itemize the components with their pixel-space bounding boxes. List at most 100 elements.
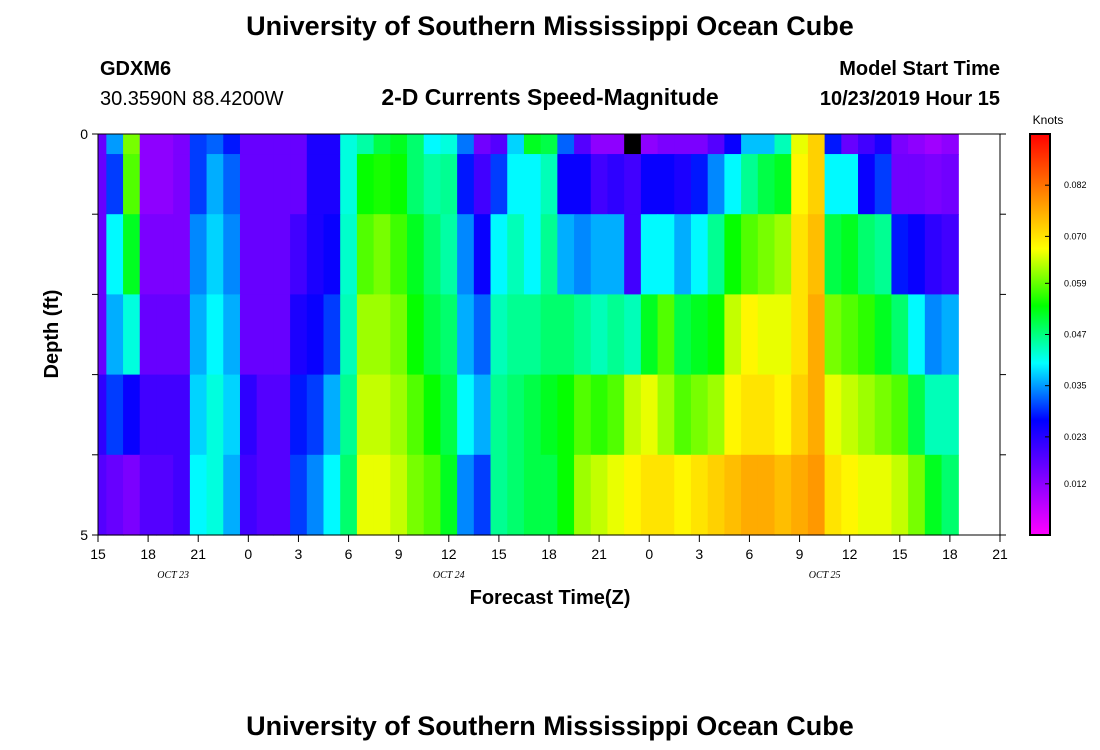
colorbar-tick-label: 0.012	[1064, 479, 1087, 489]
heatmap-cell	[908, 134, 926, 155]
heatmap-cell	[273, 154, 291, 215]
heatmap-cell	[123, 154, 141, 215]
heatmap-cell	[824, 294, 842, 376]
heatmap-cell	[473, 214, 492, 295]
heatmap-cell	[941, 154, 959, 215]
heatmap-cell	[473, 134, 492, 155]
heatmap-cell	[390, 454, 408, 536]
heatmap-cell	[707, 154, 725, 215]
heatmap-cell	[674, 214, 692, 295]
x-tick-label: 15	[892, 546, 908, 562]
heatmap-cell	[807, 154, 826, 215]
heatmap-cell	[724, 374, 742, 456]
heatmap-cell	[407, 154, 425, 215]
heatmap-cell	[290, 454, 308, 536]
heatmap-cell	[256, 374, 274, 456]
heatmap-cell	[590, 134, 609, 155]
heatmap-cell	[741, 154, 759, 215]
heatmap-cell	[323, 154, 341, 215]
heatmap-cell	[256, 294, 274, 376]
heatmap-cell	[690, 374, 709, 456]
heatmap-cell	[189, 294, 208, 376]
heatmap-cell	[924, 374, 943, 456]
heatmap-cell	[874, 154, 893, 215]
heatmap-cell	[590, 214, 609, 295]
heatmap-cell	[690, 214, 709, 295]
heatmap-cell	[123, 374, 141, 456]
heatmap-cell	[674, 134, 692, 155]
heatmap-cell	[858, 154, 876, 215]
heatmap-cell	[507, 214, 525, 295]
heatmap-cell	[457, 374, 475, 456]
heatmap-cell	[624, 294, 642, 376]
heatmap-cell	[640, 134, 659, 155]
heatmap-cell	[290, 374, 308, 456]
heatmap-cell	[223, 154, 241, 215]
colorbar-tick-label: 0.059	[1064, 278, 1087, 288]
heatmap-cell	[741, 294, 759, 376]
heatmap-cell	[98, 374, 107, 456]
heatmap-cell	[774, 154, 792, 215]
heatmap-cell	[156, 294, 174, 376]
heatmap-cell	[540, 454, 558, 536]
heatmap-cell	[206, 294, 224, 376]
heatmap-cell	[373, 454, 391, 536]
model-start-value: 10/23/2019 Hour 15	[820, 88, 1000, 110]
heatmap-cell	[791, 454, 809, 536]
heatmap-cell	[624, 214, 642, 295]
heatmap-cell	[624, 134, 642, 155]
heatmap-cell	[390, 214, 408, 295]
heatmap-cell	[423, 214, 442, 295]
heatmap-cell	[423, 454, 442, 536]
heatmap-cell	[323, 134, 341, 155]
heatmap-cell	[206, 374, 224, 456]
heatmap-cell	[206, 214, 224, 295]
heatmap-cell	[123, 294, 141, 376]
heatmap-cell	[123, 134, 141, 155]
heatmap-cell	[98, 214, 107, 295]
heatmap-cell	[807, 374, 826, 456]
heatmap-cell	[607, 294, 625, 376]
heatmap-cell	[774, 374, 792, 456]
heatmap-cell	[690, 154, 709, 215]
x-tick-label: 6	[345, 546, 353, 562]
heatmap-cell	[774, 294, 792, 376]
heatmap-cell	[173, 374, 191, 456]
heatmap-cell	[206, 134, 224, 155]
x-tick-label: 18	[942, 546, 958, 562]
station-coords: 30.3590N 88.4200W	[100, 88, 284, 110]
heatmap-cell	[674, 154, 692, 215]
heatmap-cell	[306, 134, 325, 155]
heatmap-cell	[640, 154, 659, 215]
heatmap-cell	[189, 454, 208, 536]
heatmap-cell	[824, 134, 842, 155]
x-tick-label: 12	[842, 546, 858, 562]
heatmap-cell	[106, 154, 124, 215]
heatmap-cell	[507, 154, 525, 215]
heatmap-cell	[607, 214, 625, 295]
heatmap-cell	[557, 294, 575, 376]
heatmap-cell	[841, 154, 859, 215]
heatmap-cell	[206, 154, 224, 215]
heatmap-cell	[440, 134, 458, 155]
heatmap-cell	[858, 214, 876, 295]
heatmap-cell	[607, 374, 625, 456]
heatmap-cell	[590, 294, 609, 376]
heatmap-cell	[757, 374, 776, 456]
heatmap-cell	[373, 134, 391, 155]
heatmap-cell	[924, 454, 943, 536]
heatmap-cell	[874, 374, 893, 456]
heatmap-cell	[273, 134, 291, 155]
heatmap-cell	[356, 134, 375, 155]
heatmap-cell	[123, 214, 141, 295]
heatmap-cell	[674, 294, 692, 376]
y-axis-title: Depth (ft)	[41, 290, 63, 379]
heatmap-cell	[323, 214, 341, 295]
heatmap-cell	[490, 134, 508, 155]
heatmap-cell	[791, 374, 809, 456]
heatmap-cell	[239, 294, 258, 376]
heatmap-cell	[273, 454, 291, 536]
heatmap-cell	[507, 134, 525, 155]
heatmap-cell	[640, 294, 659, 376]
station-id: GDXM6	[100, 58, 171, 80]
